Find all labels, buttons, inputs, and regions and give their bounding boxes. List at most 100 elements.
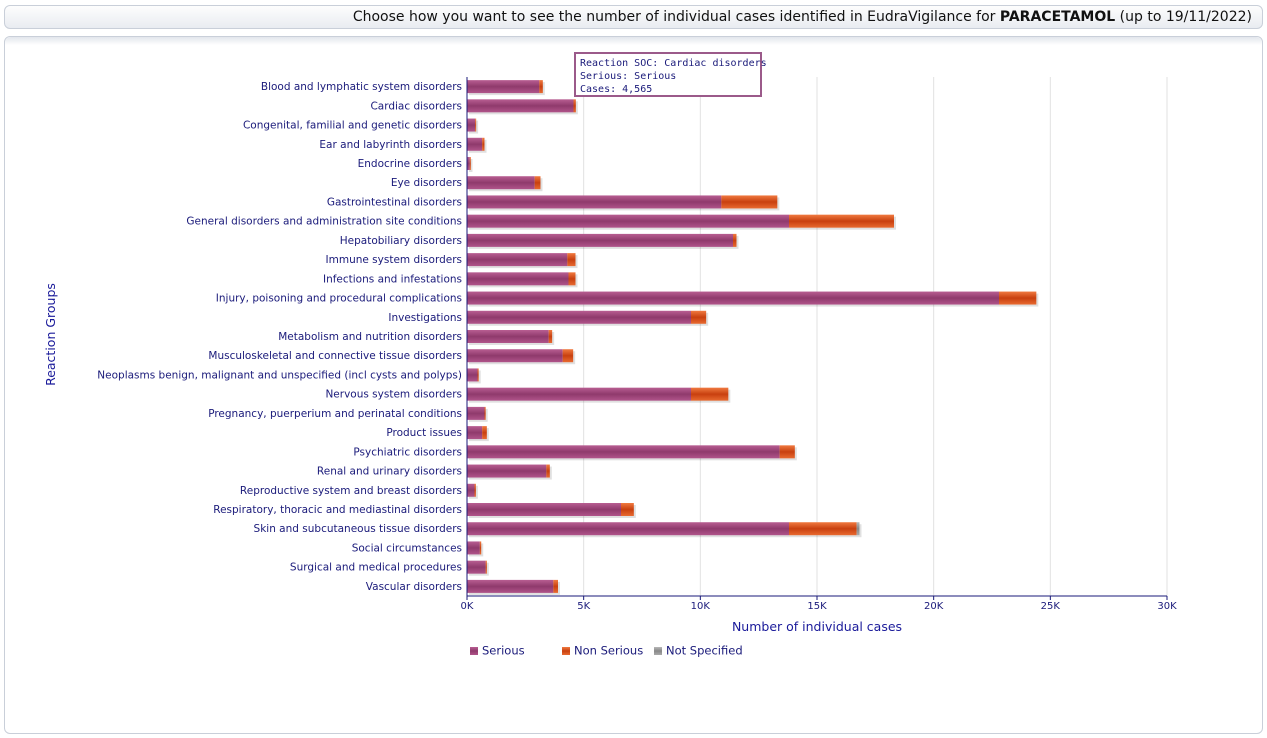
x-tick-label: 0K bbox=[461, 601, 474, 612]
category-label: Reproductive system and breast disorders bbox=[240, 485, 462, 497]
category-label: Musculoskeletal and connective tissue di… bbox=[208, 350, 462, 362]
category-label: Metabolism and nutrition disorders bbox=[278, 331, 462, 343]
category-label: Vascular disorders bbox=[366, 581, 462, 593]
category-label: Congenital, familial and genetic disorde… bbox=[243, 120, 462, 132]
bar-non-serious[interactable] bbox=[568, 272, 576, 286]
category-label: Endocrine disorders bbox=[358, 158, 462, 170]
bar-non-serious[interactable] bbox=[999, 291, 1037, 305]
bar-serious[interactable] bbox=[467, 560, 486, 574]
y-axis-title: Reaction Groups bbox=[43, 283, 58, 386]
bar-non-serious[interactable] bbox=[553, 579, 558, 593]
bar-serious[interactable] bbox=[467, 157, 470, 170]
bar-serious[interactable] bbox=[467, 368, 478, 382]
bar-serious[interactable] bbox=[467, 99, 574, 113]
title-prefix: Choose how you want to see the number of… bbox=[352, 9, 996, 25]
tooltip-cases: Cases: 4,565 bbox=[580, 84, 653, 95]
x-axis-title: Number of individual cases bbox=[732, 619, 902, 634]
legend-swatch-serious bbox=[470, 647, 478, 655]
bar-non-serious[interactable] bbox=[534, 176, 541, 190]
category-label: Injury, poisoning and procedural complic… bbox=[216, 293, 462, 305]
bar-serious[interactable] bbox=[467, 483, 475, 497]
chart-panel bbox=[4, 36, 1263, 734]
tooltip-soc: Reaction SOC: Cardiac disorders bbox=[580, 58, 767, 69]
panel-cap bbox=[5, 37, 1262, 45]
bar-serious[interactable] bbox=[467, 349, 563, 363]
category-label: Immune system disorders bbox=[326, 254, 462, 266]
bar-serious[interactable] bbox=[467, 330, 549, 343]
bar-serious[interactable] bbox=[467, 445, 780, 459]
category-label: Blood and lymphatic system disorders bbox=[261, 81, 462, 93]
bar-serious[interactable] bbox=[467, 272, 569, 286]
bar-serious[interactable] bbox=[467, 579, 554, 593]
category-label: Pregnancy, puerperium and perinatal cond… bbox=[208, 408, 462, 420]
bar-non-serious[interactable] bbox=[789, 522, 857, 536]
bar-serious[interactable] bbox=[467, 214, 789, 228]
category-label: Renal and urinary disorders bbox=[317, 466, 462, 478]
category-label: Neoplasms benign, malignant and unspecif… bbox=[97, 369, 462, 381]
bar-non-serious[interactable] bbox=[789, 214, 894, 228]
bar-serious[interactable] bbox=[467, 310, 691, 324]
category-label: Investigations bbox=[388, 312, 462, 324]
bar-non-serious[interactable] bbox=[691, 310, 707, 324]
bar-non-serious[interactable] bbox=[733, 233, 737, 247]
bar-non-serious[interactable] bbox=[621, 503, 634, 516]
category-label: Hepatobiliary disorders bbox=[340, 235, 462, 247]
title-suffix: (up to 19/11/2022) bbox=[1119, 9, 1252, 25]
header-bar: Choose how you want to see the number of… bbox=[4, 5, 1263, 29]
x-tick-label: 25K bbox=[1041, 601, 1061, 612]
x-tick-label: 15K bbox=[807, 601, 827, 612]
bar-non-serious[interactable] bbox=[573, 99, 576, 113]
bar-serious[interactable] bbox=[467, 137, 483, 151]
category-label: Surgical and medical procedures bbox=[290, 562, 462, 574]
bar-non-serious[interactable] bbox=[721, 195, 778, 209]
bar-serious[interactable] bbox=[467, 426, 483, 440]
bar-serious[interactable] bbox=[467, 233, 733, 247]
product-name: PARACETAMOL bbox=[999, 9, 1116, 25]
category-label: General disorders and administration sit… bbox=[186, 216, 462, 228]
bar-non-serious[interactable] bbox=[539, 80, 543, 94]
legend-label: Serious bbox=[482, 644, 525, 658]
bar-non-serious[interactable] bbox=[475, 118, 477, 132]
bar-serious[interactable] bbox=[467, 387, 691, 401]
bar-non-serious[interactable] bbox=[482, 137, 485, 151]
bar-serious[interactable] bbox=[467, 80, 540, 94]
bar-serious[interactable] bbox=[467, 406, 485, 420]
bar-non-serious[interactable] bbox=[546, 464, 550, 478]
category-label: Infections and infestations bbox=[323, 273, 462, 285]
bar-non-serious[interactable] bbox=[562, 349, 574, 363]
bar-non-serious[interactable] bbox=[469, 157, 471, 170]
category-label: Eye disorders bbox=[391, 177, 462, 189]
bar-non-serious[interactable] bbox=[779, 445, 795, 459]
bar-non-serious[interactable] bbox=[691, 387, 729, 401]
bar-not-specified[interactable] bbox=[856, 522, 860, 536]
bar-non-serious[interactable] bbox=[484, 406, 486, 420]
category-label: Respiratory, thoracic and mediastinal di… bbox=[213, 504, 462, 516]
legend-label: Non Serious bbox=[574, 644, 643, 658]
category-label: Gastrointestinal disorders bbox=[327, 196, 462, 208]
bar-serious[interactable] bbox=[467, 195, 722, 209]
bar-serious[interactable] bbox=[467, 503, 621, 516]
legend-swatch-not-specified bbox=[654, 647, 662, 655]
category-label: Ear and labyrinth disorders bbox=[319, 139, 462, 151]
bar-non-serious[interactable] bbox=[482, 426, 487, 440]
category-label: Product issues bbox=[386, 427, 462, 439]
bar-serious[interactable] bbox=[467, 464, 547, 478]
bar-non-serious[interactable] bbox=[548, 330, 553, 343]
page-title: Choose how you want to see the number of… bbox=[353, 9, 1252, 25]
category-label: Social circumstances bbox=[352, 542, 462, 554]
tooltip-serious: Serious: Serious bbox=[580, 71, 677, 82]
bar-serious[interactable] bbox=[467, 522, 789, 536]
bar-non-serious[interactable] bbox=[485, 560, 487, 574]
bar-serious[interactable] bbox=[467, 253, 568, 267]
bar-non-serious[interactable] bbox=[479, 541, 482, 555]
bar-serious[interactable] bbox=[467, 176, 535, 190]
bar-non-serious[interactable] bbox=[474, 483, 476, 497]
bar-non-serious[interactable] bbox=[567, 253, 576, 267]
bar-serious[interactable] bbox=[467, 541, 480, 555]
x-tick-label: 30K bbox=[1157, 601, 1177, 612]
x-tick-label: 5K bbox=[577, 601, 590, 612]
legend-label: Not Specified bbox=[666, 644, 743, 658]
bar-serious[interactable] bbox=[467, 118, 476, 132]
bar-serious[interactable] bbox=[467, 291, 999, 305]
bar-non-serious[interactable] bbox=[477, 368, 479, 382]
